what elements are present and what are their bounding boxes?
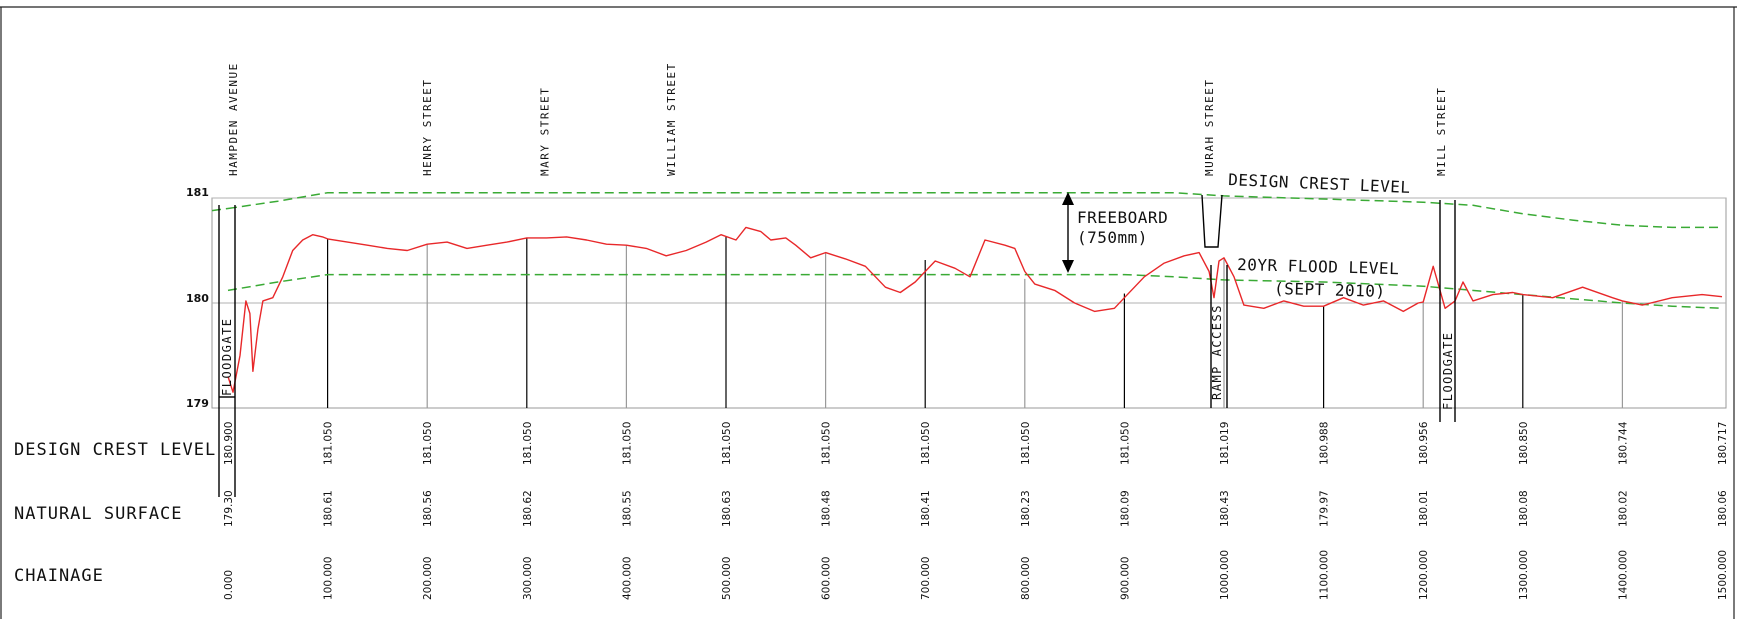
table-value-natural-surface: 180.63: [721, 490, 733, 527]
table-value-natural-surface: 180.61: [323, 490, 335, 527]
y-tick-181: 181: [186, 186, 209, 199]
table-value-design-crest: 180.717: [1717, 422, 1729, 465]
design-crest-line: [227, 191, 1722, 229]
table-value-natural-surface: 180.08: [1518, 490, 1530, 527]
table-value-design-crest: 181.050: [422, 422, 434, 465]
freeboard-arrow-up: [1062, 192, 1074, 205]
design-crest-annotation: DESIGN CREST LEVEL: [1228, 170, 1411, 197]
table-value-design-crest: 181.050: [323, 422, 335, 465]
table-value-natural-surface: 180.48: [821, 490, 833, 527]
flood-level-label: 20YR FLOOD LEVEL: [1237, 255, 1400, 278]
table-value-chainage: 300.000: [522, 557, 534, 600]
table-value-design-crest: 181.050: [821, 422, 833, 465]
table-value-design-crest: 180.850: [1518, 422, 1530, 465]
table-value-natural-surface: 180.55: [621, 490, 633, 527]
table-value-natural-surface: 180.01: [1418, 490, 1430, 527]
table-value-chainage: 900.000: [1119, 557, 1131, 600]
ramp-notch: [1201, 194, 1223, 248]
table-value-design-crest: 181.050: [1020, 422, 1032, 465]
street-label: WILLIAM STREET: [665, 62, 678, 176]
table-value-chainage: 0.000: [223, 570, 235, 600]
table-value-chainage: 1400.000: [1617, 550, 1629, 600]
table-value-design-crest: 181.050: [920, 422, 932, 465]
table-value-design-crest: 181.050: [621, 422, 633, 465]
table-value-natural-surface: 180.02: [1617, 490, 1629, 527]
table-value-natural-surface: 179.97: [1319, 490, 1331, 527]
table-value-design-crest: 181.050: [1119, 422, 1131, 465]
table-value-design-crest: 180.744: [1617, 421, 1629, 465]
floodgate-left-label: FLOODGATE: [220, 317, 234, 396]
table-value-design-crest: 180.956: [1418, 421, 1430, 465]
flood-level-line: [227, 273, 1723, 310]
street-markers: HAMPDEN AVENUE HENRY STREET MARY STREET WIL…: [227, 62, 1448, 176]
street-label: HENRY STREET: [421, 79, 434, 176]
table-value-design-crest: 180.988: [1319, 422, 1331, 465]
table-value-chainage: 500.000: [721, 557, 733, 600]
freeboard-arrow-down: [1062, 260, 1074, 273]
table-value-chainage: 1200.000: [1418, 550, 1430, 600]
natural-surface-line: [227, 226, 1723, 393]
row-label-design-crest: DESIGN CREST LEVEL: [14, 440, 216, 460]
table-value-natural-surface: 179.30: [223, 490, 235, 527]
table-value-natural-surface: 180.06: [1717, 490, 1729, 527]
profile-table: 180.900 179.30 0.000 181.050 180.61 100.000 18…: [223, 421, 1729, 600]
table-value-design-crest: 181.050: [721, 422, 733, 465]
table-value-design-crest: 181.050: [522, 422, 534, 465]
table-value-natural-surface: 180.41: [920, 490, 932, 527]
ramp-access-label: RAMP ACCESS: [1210, 304, 1224, 400]
table-value-chainage: 1500.000: [1717, 550, 1729, 600]
table-value-natural-surface: 180.62: [522, 490, 534, 527]
floodgate-right-label: FLOODGATE: [1441, 331, 1455, 410]
freeboard-label: FREEBOARD: [1077, 208, 1168, 227]
table-value-chainage: 1300.000: [1518, 550, 1530, 600]
freeboard-mm-label: (750mm): [1077, 228, 1148, 247]
street-label: MURAH STREET: [1203, 79, 1216, 176]
table-value-chainage: 1000.000: [1219, 550, 1231, 600]
row-label-natural-surface: NATURAL SURFACE: [14, 504, 183, 524]
chainage-grid: [327, 236, 1624, 408]
street-label: MILL STREET: [1435, 87, 1448, 176]
table-value-chainage: 800.000: [1020, 557, 1032, 600]
table-value-chainage: 400.000: [621, 557, 633, 600]
table-value-natural-surface: 180.09: [1119, 490, 1131, 527]
design-crest-line-start: [211, 207, 229, 212]
table-value-natural-surface: 180.56: [422, 490, 434, 527]
y-tick-179: 179: [186, 397, 209, 410]
table-value-chainage: 700.000: [920, 557, 932, 600]
table-value-chainage: 600.000: [821, 557, 833, 600]
series-group: [211, 191, 1723, 393]
table-value-design-crest: 181.019: [1219, 422, 1231, 465]
table-value-chainage: 100.000: [323, 557, 335, 600]
y-tick-180: 180: [186, 292, 209, 305]
row-label-chainage: CHAINAGE: [14, 566, 104, 586]
table-value-natural-surface: 180.23: [1020, 490, 1032, 527]
table-value-chainage: 200.000: [422, 557, 434, 600]
table-value-natural-surface: 180.43: [1219, 490, 1231, 527]
street-label: HAMPDEN AVENUE: [227, 62, 240, 176]
flood-date-label: (SEPT 2010): [1274, 279, 1386, 301]
street-label: MARY STREET: [539, 87, 552, 176]
table-value-chainage: 1100.000: [1319, 550, 1331, 600]
table-value-design-crest: 180.900: [223, 422, 235, 465]
